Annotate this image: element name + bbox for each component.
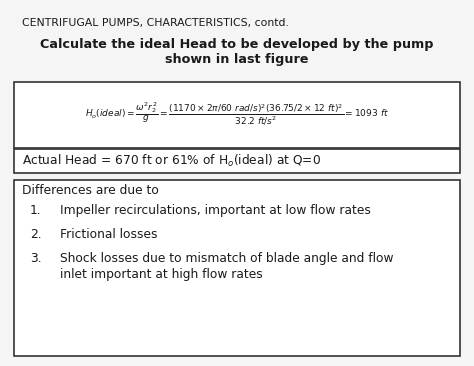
Text: Shock losses due to mismatch of blade angle and flow: Shock losses due to mismatch of blade an… — [60, 252, 393, 265]
Text: Impeller recirculations, important at low flow rates: Impeller recirculations, important at lo… — [60, 204, 371, 217]
Text: 3.: 3. — [30, 252, 42, 265]
Bar — [14, 149, 460, 173]
Text: 1.: 1. — [30, 204, 42, 217]
Text: Differences are due to: Differences are due to — [22, 184, 159, 197]
Text: Frictional losses: Frictional losses — [60, 228, 157, 241]
Bar — [14, 82, 460, 148]
Text: Calculate the ideal Head to be developed by the pump: Calculate the ideal Head to be developed… — [40, 38, 434, 51]
Text: $\mathit{H_o(ideal)} = \dfrac{\omega^2 r_2^2}{g} = \dfrac{(1170\times 2\pi/60\ r: $\mathit{H_o(ideal)} = \dfrac{\omega^2 r… — [85, 101, 389, 127]
Text: Actual Head = 670 ft or 61% of H$_o$(ideal) at Q=0: Actual Head = 670 ft or 61% of H$_o$(ide… — [22, 153, 321, 169]
Text: shown in last figure: shown in last figure — [165, 53, 309, 66]
Text: CENTRIFUGAL PUMPS, CHARACTERISTICS, contd.: CENTRIFUGAL PUMPS, CHARACTERISTICS, cont… — [22, 18, 289, 28]
Text: 2.: 2. — [30, 228, 42, 241]
Bar — [14, 180, 460, 356]
Text: inlet important at high flow rates: inlet important at high flow rates — [60, 268, 263, 281]
